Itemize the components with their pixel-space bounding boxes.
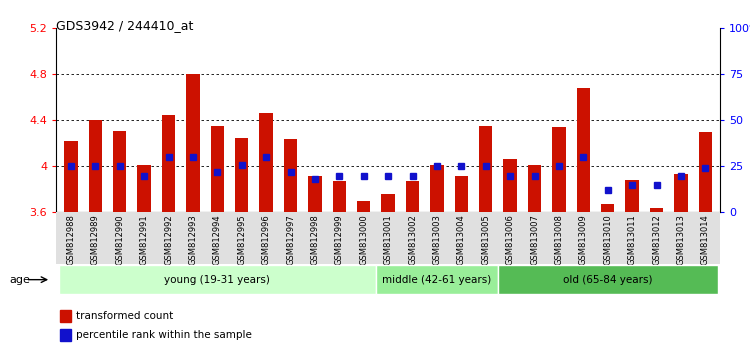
Text: GSM813002: GSM813002 [408,214,417,265]
Text: GSM813010: GSM813010 [603,214,612,265]
Bar [211,126,224,212]
Text: GSM813007: GSM813007 [530,214,539,265]
Bar [479,126,493,212]
Bar [406,181,419,212]
Bar [601,204,614,212]
Bar [357,201,370,212]
Bar [626,180,639,212]
Text: transformed count: transformed count [76,311,173,321]
Text: age: age [9,275,30,285]
Bar [376,266,498,294]
Bar [113,131,127,212]
Bar [64,141,77,212]
Text: GSM813012: GSM813012 [652,214,661,265]
Text: GSM813009: GSM813009 [579,214,588,265]
Bar [498,266,718,294]
Text: GSM812992: GSM812992 [164,214,173,264]
Bar [162,115,176,212]
Bar [528,165,542,212]
Text: GSM812994: GSM812994 [213,214,222,264]
Bar [577,88,590,212]
Bar [650,208,663,212]
Text: GSM812996: GSM812996 [262,214,271,265]
Bar [88,120,102,212]
Text: GDS3942 / 244410_at: GDS3942 / 244410_at [56,19,194,33]
Text: GSM812998: GSM812998 [310,214,320,265]
Bar [284,139,297,212]
Text: middle (42-61 years): middle (42-61 years) [382,275,491,285]
Bar [699,132,712,212]
Bar [260,114,273,212]
Text: GSM813013: GSM813013 [676,214,686,265]
Text: GSM813000: GSM813000 [359,214,368,265]
Bar [59,329,71,341]
Bar [430,165,444,212]
Bar [552,127,566,212]
Bar [59,310,71,322]
Text: GSM813003: GSM813003 [433,214,442,265]
Text: GSM812995: GSM812995 [237,214,246,264]
Bar [332,181,346,212]
Text: GSM813014: GSM813014 [700,214,709,265]
Bar [186,74,200,212]
Bar [308,176,322,212]
Bar [137,165,151,212]
Text: GSM813006: GSM813006 [506,214,515,265]
Bar [235,138,248,212]
Text: GSM812997: GSM812997 [286,214,295,265]
Bar [674,175,688,212]
Bar [382,194,394,212]
Text: GSM812989: GSM812989 [91,214,100,265]
Text: GSM812999: GSM812999 [334,214,344,264]
Bar [503,160,517,212]
Text: old (65-84 years): old (65-84 years) [563,275,652,285]
Text: GSM812991: GSM812991 [140,214,148,264]
Bar [454,176,468,212]
Text: percentile rank within the sample: percentile rank within the sample [76,330,252,340]
Text: GSM813008: GSM813008 [554,214,563,265]
Text: GSM812988: GSM812988 [67,214,76,265]
Text: GSM813011: GSM813011 [628,214,637,265]
Text: GSM813005: GSM813005 [482,214,490,265]
Text: GSM812993: GSM812993 [188,214,197,265]
Text: GSM813004: GSM813004 [457,214,466,265]
Text: young (19-31 years): young (19-31 years) [164,275,270,285]
Text: GSM812990: GSM812990 [116,214,124,264]
Text: GSM813001: GSM813001 [383,214,392,265]
Bar [58,266,376,294]
